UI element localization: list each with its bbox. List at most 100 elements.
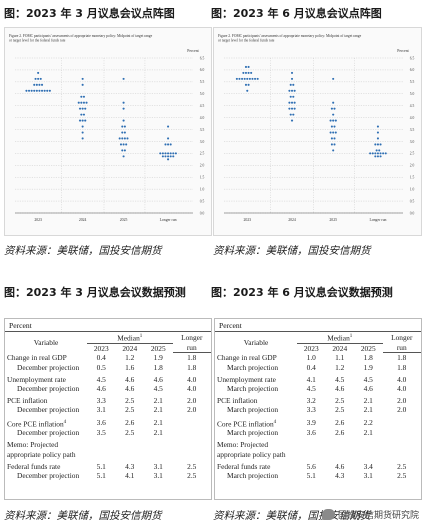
dot-point — [172, 155, 175, 158]
dot-point — [122, 101, 125, 104]
cell-value: 2.0 — [187, 396, 197, 406]
figure-caption: Figure 2. FOMC participants' assessments… — [9, 34, 153, 43]
dot-point — [246, 77, 249, 80]
row-label: March projection — [227, 428, 279, 438]
y-tick-label: 4.0 — [200, 116, 205, 120]
y-tick-label: 4.5 — [410, 104, 415, 108]
x-tick-label: 2023 — [34, 218, 42, 222]
row-label: March projection — [227, 405, 279, 415]
dot-point — [159, 152, 162, 155]
dot-plot-march-title: 图：2023 年 3 月议息会议点阵图 — [4, 7, 175, 20]
cell-value — [383, 428, 422, 437]
projection-table: Variable Median1 Longer 2023 2024 2025 r… — [215, 331, 421, 480]
percent-label: Percent — [9, 321, 32, 330]
cell-value: 4.6 — [335, 461, 345, 471]
dot-point — [254, 77, 257, 80]
dot-point — [330, 107, 333, 110]
dot-point — [246, 89, 249, 92]
projection-table: Variable Median1 Longer 2023 2024 2025 r… — [5, 331, 211, 480]
cell-value: 1.2 — [335, 362, 345, 372]
dot-point — [334, 119, 337, 122]
y-tick-label: 3.5 — [200, 128, 205, 132]
cell-value — [297, 440, 326, 449]
dot-plot-june-panel: Figure 2. FOMC participants' assessments… — [213, 27, 422, 236]
table-row: March projection 4.5 4.6 4.6 4.0 — [215, 384, 421, 393]
row-label: March projection — [227, 383, 279, 393]
dot-point — [77, 101, 80, 104]
dot-point — [169, 143, 172, 146]
y-tick-label: 4.0 — [410, 116, 415, 120]
dot-point — [244, 71, 248, 74]
y-tick-label: 2.0 — [200, 164, 205, 168]
cell-value: 4.6 — [125, 374, 135, 384]
y-tick-label: 2.5 — [410, 152, 415, 156]
cell-value: 2.0 — [397, 405, 407, 415]
table-row: March projection 0.4 1.2 1.9 1.8 — [215, 363, 421, 372]
y-tick-label: 1.5 — [200, 176, 205, 180]
variable-header: Variable — [33, 337, 59, 347]
table-row: Change in real GDP 0.4 1.2 1.9 1.8 — [5, 353, 211, 363]
dot-point — [161, 152, 164, 155]
dot-point — [82, 113, 85, 116]
cell-value: 2.1 — [363, 428, 373, 438]
dot-point — [376, 137, 379, 140]
y-tick-label: 5.0 — [200, 92, 205, 96]
y-tick-label: 2.5 — [200, 152, 205, 156]
cell-value: 2.5 — [187, 471, 197, 481]
dot-point — [48, 89, 51, 92]
dot-point — [251, 77, 254, 80]
dot-point — [121, 137, 124, 140]
dot-point — [80, 113, 83, 116]
row-label: appropriate policy path — [7, 449, 76, 459]
dot-point — [27, 89, 31, 92]
dot-point — [332, 131, 335, 134]
dot-point — [33, 89, 36, 92]
cell-value — [87, 440, 116, 449]
table-row: December projection 0.5 1.6 1.8 1.8 — [5, 363, 211, 372]
cell-value: 3.4 — [363, 461, 373, 471]
year-header: 2025 — [150, 343, 166, 353]
cell-value: 2.6 — [125, 418, 135, 428]
cell-value: 5.1 — [96, 461, 106, 471]
cell-value: 2.6 — [335, 418, 345, 428]
dot-point — [288, 101, 291, 104]
dot-point — [81, 107, 84, 110]
dot-point — [247, 83, 250, 86]
dot-point — [167, 137, 170, 140]
dot-point — [334, 131, 337, 134]
y-tick-label: 5.5 — [410, 80, 415, 84]
row-label: March projection — [227, 362, 279, 372]
cell-value: 5.1 — [306, 471, 316, 481]
cell-value: 1.2 — [125, 353, 135, 363]
projection-table-body: Change in real GDP 1.0 1.1 1.8 1.8 March proj… — [215, 353, 421, 480]
dot-point — [333, 125, 336, 128]
source-note-bottom-left: 资料来源：美联储，国投安信期货 — [4, 510, 162, 522]
cell-value — [87, 450, 116, 459]
dot-point — [81, 77, 84, 80]
cell-value: 4.5 — [153, 383, 163, 393]
dot-point — [40, 83, 44, 86]
dot-point — [123, 131, 126, 134]
figure-caption: Figure 2. FOMC participants' assessments… — [218, 34, 362, 43]
median-header: Median1 — [297, 331, 383, 344]
dot-point — [164, 143, 167, 146]
year-header: 2024 — [122, 343, 138, 353]
dot-point — [288, 107, 291, 110]
cell-value: 4.6 — [125, 383, 135, 393]
dot-point — [123, 137, 126, 140]
dot-point — [81, 131, 84, 134]
row-label: Change in real GDP — [217, 353, 277, 363]
dot-point — [244, 83, 248, 86]
dot-point — [332, 113, 335, 116]
dot-point — [369, 152, 372, 155]
year-header: 2025 — [360, 343, 376, 353]
table-row: Core PCE inflation4 3.9 2.6 2.2 — [215, 418, 421, 429]
projection-table-body: Change in real GDP 0.4 1.2 1.9 1.8 December p… — [5, 353, 211, 480]
dot-point — [292, 95, 295, 98]
row-label: Federal funds rate — [7, 461, 61, 471]
row-label: PCE inflation — [7, 396, 48, 406]
dot-point — [38, 89, 41, 92]
row-label: appropriate policy path — [217, 449, 286, 459]
dot-point — [78, 119, 82, 122]
x-tick-label: 2023 — [243, 218, 251, 222]
